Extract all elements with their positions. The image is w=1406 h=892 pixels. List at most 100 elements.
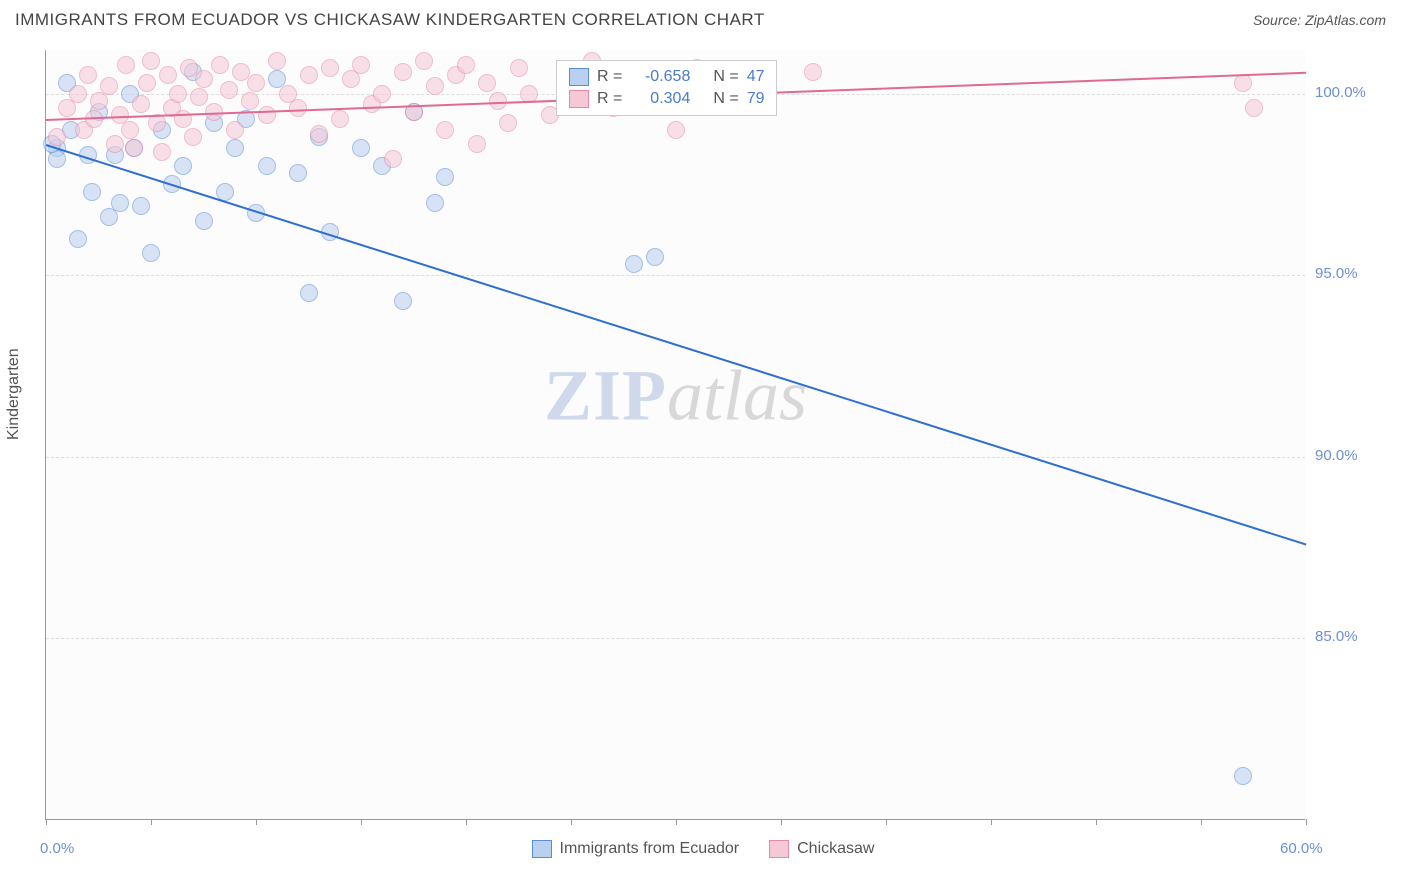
- data-point: [247, 74, 265, 92]
- gridline: [46, 275, 1305, 276]
- legend-swatch: [769, 840, 789, 858]
- source-label: Source: ZipAtlas.com: [1253, 12, 1386, 28]
- data-point: [415, 52, 433, 70]
- x-tick: [676, 819, 677, 825]
- n-value: 79: [747, 90, 765, 108]
- data-point: [69, 85, 87, 103]
- data-point: [426, 77, 444, 95]
- data-point: [300, 66, 318, 84]
- data-point: [352, 139, 370, 157]
- y-tick-label: 100.0%: [1315, 84, 1366, 101]
- watermark-atlas: atlas: [667, 356, 807, 436]
- data-point: [220, 81, 238, 99]
- stats-legend: R = -0.658 N = 47 R = 0.304 N = 79: [556, 60, 777, 116]
- data-point: [83, 183, 101, 201]
- data-point: [1245, 99, 1263, 117]
- data-point: [300, 284, 318, 302]
- data-point: [331, 110, 349, 128]
- data-point: [468, 135, 486, 153]
- r-value: -0.658: [630, 68, 690, 86]
- x-tick-label: 60.0%: [1280, 840, 1323, 857]
- data-point: [804, 63, 822, 81]
- watermark: ZIPatlas: [544, 355, 807, 438]
- data-point: [153, 143, 171, 161]
- legend-swatch: [569, 90, 589, 108]
- y-tick-label: 95.0%: [1315, 265, 1358, 282]
- data-point: [184, 128, 202, 146]
- data-point: [121, 121, 139, 139]
- x-tick: [1096, 819, 1097, 825]
- data-point: [106, 135, 124, 153]
- y-tick-label: 85.0%: [1315, 628, 1358, 645]
- watermark-zip: ZIP: [544, 356, 667, 436]
- x-tick: [571, 819, 572, 825]
- data-point: [457, 56, 475, 74]
- data-point: [321, 59, 339, 77]
- data-point: [132, 95, 150, 113]
- chart-header: IMMIGRANTS FROM ECUADOR VS CHICKASAW KIN…: [0, 0, 1406, 40]
- data-point: [646, 248, 664, 266]
- legend-label: Immigrants from Ecuador: [560, 840, 740, 858]
- r-value: 0.304: [630, 90, 690, 108]
- x-tick: [991, 819, 992, 825]
- gridline: [46, 638, 1305, 639]
- r-label: R =: [597, 90, 622, 108]
- x-tick: [151, 819, 152, 825]
- data-point: [373, 85, 391, 103]
- x-tick: [46, 819, 47, 825]
- data-point: [226, 121, 244, 139]
- data-point: [426, 194, 444, 212]
- legend-item: Immigrants from Ecuador: [532, 840, 740, 858]
- data-point: [1234, 767, 1252, 785]
- legend-swatch: [532, 840, 552, 858]
- data-point: [111, 194, 129, 212]
- data-point: [352, 56, 370, 74]
- data-point: [258, 106, 276, 124]
- x-tick-label: 0.0%: [40, 840, 74, 857]
- x-tick: [1306, 819, 1307, 825]
- trend-line: [46, 144, 1307, 545]
- gridline: [46, 457, 1305, 458]
- data-point: [241, 92, 259, 110]
- data-point: [268, 52, 286, 70]
- data-point: [478, 74, 496, 92]
- x-tick: [886, 819, 887, 825]
- data-point: [195, 70, 213, 88]
- data-point: [142, 244, 160, 262]
- data-point: [195, 212, 213, 230]
- data-point: [436, 121, 454, 139]
- x-tick: [781, 819, 782, 825]
- chart-area: Kindergarten ZIPatlas R =-0.658N =47R =0…: [0, 40, 1406, 880]
- data-point: [226, 139, 244, 157]
- data-point: [394, 292, 412, 310]
- y-tick-label: 90.0%: [1315, 447, 1358, 464]
- data-point: [142, 52, 160, 70]
- data-point: [667, 121, 685, 139]
- data-point: [174, 157, 192, 175]
- x-tick: [256, 819, 257, 825]
- r-label: R =: [597, 68, 622, 86]
- data-point: [48, 128, 66, 146]
- data-point: [159, 66, 177, 84]
- data-point: [100, 77, 118, 95]
- x-tick: [1201, 819, 1202, 825]
- data-point: [436, 168, 454, 186]
- n-label: N =: [713, 90, 738, 108]
- stats-legend-row: R = -0.658 N = 47: [569, 66, 764, 88]
- data-point: [394, 63, 412, 81]
- data-point: [258, 157, 276, 175]
- data-point: [625, 255, 643, 273]
- chart-title: IMMIGRANTS FROM ECUADOR VS CHICKASAW KIN…: [15, 10, 765, 30]
- data-point: [190, 88, 208, 106]
- data-point: [289, 99, 307, 117]
- data-point: [211, 56, 229, 74]
- legend-label: Chickasaw: [797, 840, 874, 858]
- data-point: [132, 197, 150, 215]
- x-tick: [466, 819, 467, 825]
- bottom-legend: Immigrants from Ecuador Chickasaw: [0, 840, 1406, 858]
- data-point: [117, 56, 135, 74]
- n-value: 47: [747, 68, 765, 86]
- data-point: [138, 74, 156, 92]
- data-point: [69, 230, 87, 248]
- n-label: N =: [713, 68, 738, 86]
